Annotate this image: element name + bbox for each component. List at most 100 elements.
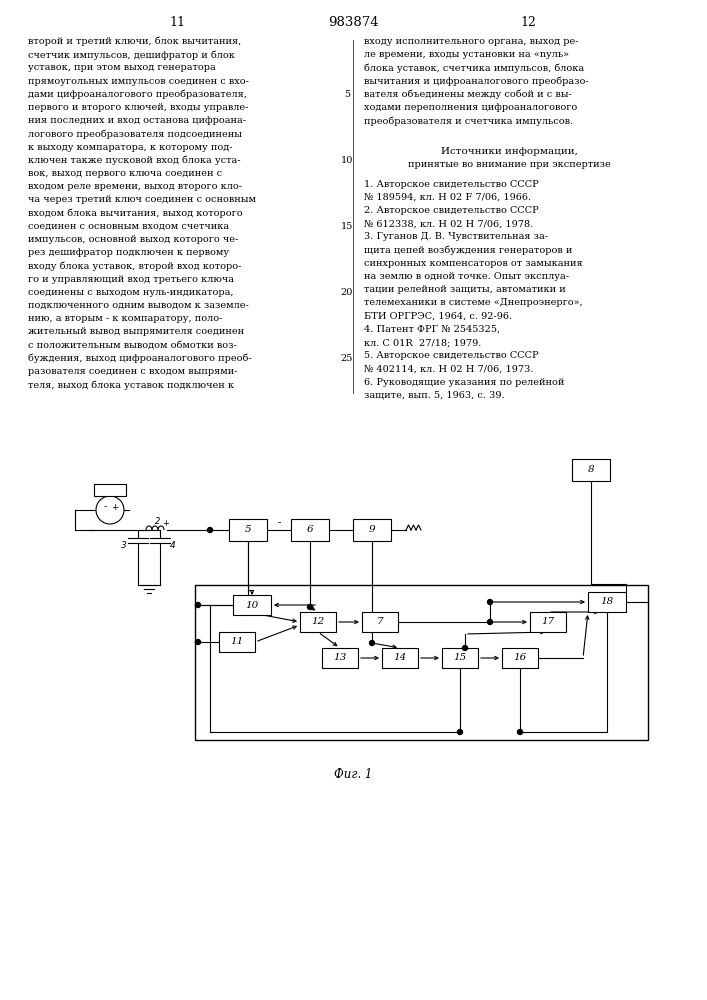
Text: Фиг. 1: Фиг. 1 bbox=[334, 768, 372, 782]
Text: 15: 15 bbox=[453, 654, 467, 662]
Text: 11: 11 bbox=[230, 638, 244, 647]
Text: 10: 10 bbox=[245, 600, 259, 609]
Text: +: + bbox=[111, 502, 119, 512]
Text: щита цепей возбуждения генераторов и: щита цепей возбуждения генераторов и bbox=[364, 246, 573, 255]
Text: на землю в одной точке. Опыт эксплуа-: на землю в одной точке. Опыт эксплуа- bbox=[364, 272, 569, 281]
Text: 5. Авторское свидетельство СССР: 5. Авторское свидетельство СССР bbox=[364, 351, 539, 360]
Text: с положительным выводом обмотки воз-: с положительным выводом обмотки воз- bbox=[28, 341, 237, 350]
Bar bbox=[94, 484, 126, 496]
Text: 12: 12 bbox=[311, 617, 325, 626]
Text: входом блока вычитания, выход которого: входом блока вычитания, выход которого bbox=[28, 209, 243, 218]
Text: дами цифроаналогового преобразователя,: дами цифроаналогового преобразователя, bbox=[28, 90, 247, 99]
Text: 5: 5 bbox=[344, 90, 350, 99]
Text: жительный вывод выпрямителя соединен: жительный вывод выпрямителя соединен bbox=[28, 327, 244, 336]
Bar bbox=[442, 648, 478, 668]
Circle shape bbox=[370, 641, 375, 646]
Text: 8: 8 bbox=[588, 466, 595, 475]
Text: № 189594, кл. Н 02 F 7/06, 1966.: № 189594, кл. Н 02 F 7/06, 1966. bbox=[364, 193, 531, 202]
Text: 18: 18 bbox=[600, 597, 614, 606]
Circle shape bbox=[488, 599, 493, 604]
Text: защите, вып. 5, 1963, с. 39.: защите, вып. 5, 1963, с. 39. bbox=[364, 391, 505, 400]
Text: блока уставок, счетчика импульсов, блока: блока уставок, счетчика импульсов, блока bbox=[364, 63, 584, 73]
Text: соединен с основным входом счетчика: соединен с основным входом счетчика bbox=[28, 222, 229, 231]
Bar bbox=[530, 612, 566, 632]
Text: 1. Авторское свидетельство СССР: 1. Авторское свидетельство СССР bbox=[364, 180, 539, 189]
Text: 4. Патент ФРГ № 2545325,: 4. Патент ФРГ № 2545325, bbox=[364, 325, 500, 334]
Text: 3. Гуганов Д. В. Чувствительная за-: 3. Гуганов Д. В. Чувствительная за- bbox=[364, 232, 548, 241]
Text: нию, а вторым - к компаратору, поло-: нию, а вторым - к компаратору, поло- bbox=[28, 314, 223, 323]
Text: вателя объединены между собой и с вы-: вателя объединены между собой и с вы- bbox=[364, 90, 572, 99]
Circle shape bbox=[196, 640, 201, 645]
Text: 17: 17 bbox=[542, 617, 554, 626]
Text: ния последних и вход останова цифроана-: ния последних и вход останова цифроана- bbox=[28, 116, 246, 125]
Bar bbox=[233, 595, 271, 615]
Text: 6: 6 bbox=[307, 526, 313, 534]
Text: 2. Авторское свидетельство СССР: 2. Авторское свидетельство СССР bbox=[364, 206, 539, 215]
Text: ле времени, входы установки на «nуль»: ле времени, входы установки на «nуль» bbox=[364, 50, 569, 59]
Text: +: + bbox=[163, 520, 170, 528]
Text: входу блока уставок, второй вход которо-: входу блока уставок, второй вход которо- bbox=[28, 261, 241, 271]
Text: 16: 16 bbox=[513, 654, 527, 662]
Text: 6. Руководящие указания по релейной: 6. Руководящие указания по релейной bbox=[364, 378, 564, 387]
Text: телемеханики в системе «Днепроэнерго»,: телемеханики в системе «Днепроэнерго», bbox=[364, 298, 583, 307]
Text: ключен также пусковой вход блока уста-: ключен также пусковой вход блока уста- bbox=[28, 156, 240, 165]
Text: соединены с выходом нуль-индикатора,: соединены с выходом нуль-индикатора, bbox=[28, 288, 233, 297]
Text: принятые во внимание при экспертизе: принятые во внимание при экспертизе bbox=[408, 160, 610, 169]
Text: кл. С 01R  27/18; 1979.: кл. С 01R 27/18; 1979. bbox=[364, 338, 481, 347]
Text: 5: 5 bbox=[245, 526, 251, 534]
Bar bbox=[219, 632, 255, 652]
Text: ча через третий ключ соединен с основным: ча через третий ключ соединен с основным bbox=[28, 195, 256, 204]
Text: второй и третий ключи, блок вычитания,: второй и третий ключи, блок вычитания, bbox=[28, 37, 241, 46]
Text: 14: 14 bbox=[393, 654, 407, 662]
Text: импульсов, основной выход которого че-: импульсов, основной выход которого че- bbox=[28, 235, 238, 244]
Text: уставок, при этом выход генератора: уставок, при этом выход генератора bbox=[28, 63, 216, 72]
Text: 7: 7 bbox=[377, 617, 383, 626]
Text: вок, выход первого ключа соединен с: вок, выход первого ключа соединен с bbox=[28, 169, 222, 178]
Circle shape bbox=[518, 730, 522, 734]
Text: го и управляющий вход третьего ключа: го и управляющий вход третьего ключа bbox=[28, 275, 234, 284]
Bar bbox=[353, 519, 391, 541]
Text: входом реле времени, выход второго кло-: входом реле времени, выход второго кло- bbox=[28, 182, 242, 191]
Text: преобразователя и счетчика импульсов.: преобразователя и счетчика импульсов. bbox=[364, 116, 573, 126]
Text: 983874: 983874 bbox=[327, 15, 378, 28]
Circle shape bbox=[96, 496, 124, 524]
Bar bbox=[572, 459, 610, 481]
Text: ходами переполнения цифроаналогового: ходами переполнения цифроаналогового bbox=[364, 103, 577, 112]
Text: № 402114, кл. Н 02 Н 7/06, 1973.: № 402114, кл. Н 02 Н 7/06, 1973. bbox=[364, 364, 534, 373]
Text: 11: 11 bbox=[169, 15, 185, 28]
Text: № 612338, кл. Н 02 Н 7/06, 1978.: № 612338, кл. Н 02 Н 7/06, 1978. bbox=[364, 219, 533, 228]
Text: -: - bbox=[277, 517, 281, 527]
Text: БТИ ОРГРЭС, 1964, с. 92-96.: БТИ ОРГРЭС, 1964, с. 92-96. bbox=[364, 312, 512, 321]
Bar bbox=[300, 612, 336, 632]
Text: прямоугольных импульсов соединен с вхо-: прямоугольных импульсов соединен с вхо- bbox=[28, 77, 249, 86]
Text: рез дешифратор подключен к первому: рез дешифратор подключен к первому bbox=[28, 248, 229, 257]
Text: подключенного одним выводом к заземле-: подключенного одним выводом к заземле- bbox=[28, 301, 249, 310]
Text: разователя соединен с входом выпрями-: разователя соединен с входом выпрями- bbox=[28, 367, 238, 376]
Text: входу исполнительного органа, выход ре-: входу исполнительного органа, выход ре- bbox=[364, 37, 578, 46]
Text: логового преобразователя подсоединены: логового преобразователя подсоединены bbox=[28, 129, 242, 139]
Text: 12: 12 bbox=[520, 15, 536, 28]
Text: 2: 2 bbox=[156, 516, 160, 526]
Text: 3: 3 bbox=[121, 540, 127, 550]
Text: вычитания и цифроаналогового преобразо-: вычитания и цифроаналогового преобразо- bbox=[364, 77, 589, 86]
Text: счетчик импульсов, дешифратор и блок: счетчик импульсов, дешифратор и блок bbox=[28, 50, 235, 60]
Text: первого и второго ключей, входы управле-: первого и второго ключей, входы управле- bbox=[28, 103, 248, 112]
Text: 10: 10 bbox=[341, 156, 354, 165]
Text: 15: 15 bbox=[341, 222, 354, 231]
Circle shape bbox=[196, 602, 201, 607]
Bar bbox=[502, 648, 538, 668]
Text: 25: 25 bbox=[341, 354, 354, 363]
Text: тации релейной защиты, автоматики и: тации релейной защиты, автоматики и bbox=[364, 285, 566, 294]
Text: буждения, выход цифроаналогового преоб-: буждения, выход цифроаналогового преоб- bbox=[28, 354, 252, 363]
Text: 20: 20 bbox=[341, 288, 354, 297]
Circle shape bbox=[457, 730, 462, 734]
Bar bbox=[322, 648, 358, 668]
Bar bbox=[291, 519, 329, 541]
Text: Источники информации,: Источники информации, bbox=[440, 147, 578, 156]
Bar bbox=[229, 519, 267, 541]
Text: 9: 9 bbox=[368, 526, 375, 534]
Bar bbox=[195, 585, 648, 740]
Text: 4: 4 bbox=[170, 540, 176, 550]
Circle shape bbox=[488, 619, 493, 624]
Bar bbox=[382, 648, 418, 668]
